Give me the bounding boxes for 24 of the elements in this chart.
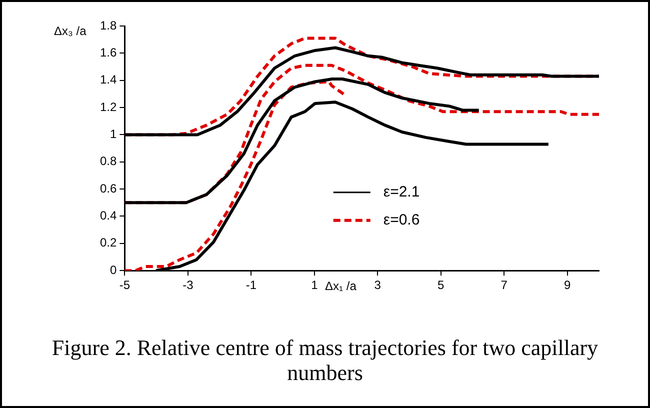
y-tick-label: 1.8: [100, 18, 117, 32]
y-tick-label: 0.4: [100, 208, 117, 223]
y-tick-label: 0.6: [100, 181, 117, 196]
y-tick-label: 0.8: [100, 154, 117, 168]
x-tick-label: 7: [500, 278, 508, 292]
x-tick-label: -5: [119, 278, 130, 292]
x-axis-title: Δx₁ /a: [325, 279, 356, 293]
legend-label: ε=2.1: [383, 183, 420, 200]
y-tick-label: 0.2: [100, 236, 117, 250]
y-axis-title: Δx₃ /a: [54, 24, 86, 38]
legend-label: ε=0.6: [383, 211, 420, 228]
y-tick-label: 1.2: [100, 100, 117, 114]
caption: Figure 2. Relative centre of mass trajectories for two capillary numbers: [50, 335, 600, 385]
y-tick-label: 1: [110, 127, 117, 142]
y-tick-label: 1.6: [100, 45, 117, 60]
y-tick-label: 0: [110, 262, 117, 277]
x-tick-label: 9: [564, 278, 572, 292]
y-tick-label: 1.4: [100, 72, 117, 87]
x-tick-label: -1: [246, 278, 257, 292]
x-tick-label: -3: [182, 278, 194, 292]
line-series: [124, 80, 347, 271]
x-tick-label: 5: [438, 278, 445, 292]
x-tick-label: 3: [374, 278, 382, 292]
x-tick-label: 1: [311, 278, 318, 292]
